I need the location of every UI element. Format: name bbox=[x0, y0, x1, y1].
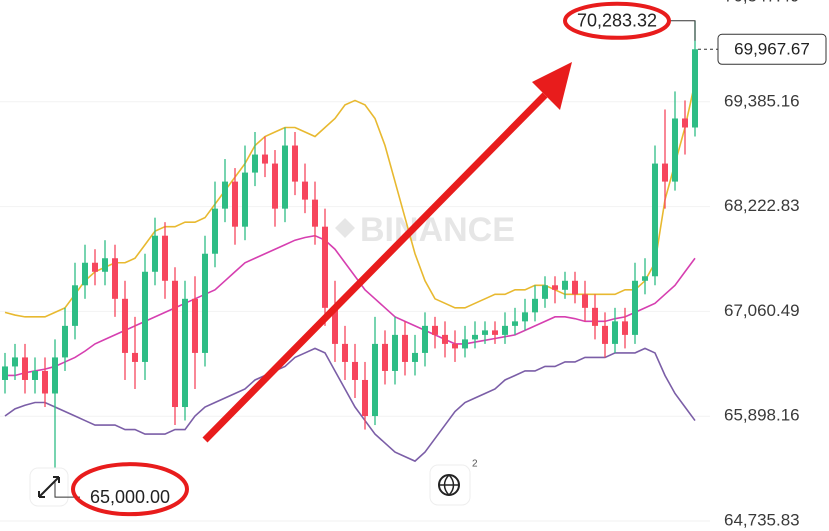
y-tick-label: 65,898.16 bbox=[724, 406, 800, 425]
last-price-label: 69,967.67 bbox=[734, 40, 810, 59]
candle-body bbox=[392, 334, 398, 371]
candle-body bbox=[562, 280, 568, 290]
candle-body bbox=[2, 366, 8, 380]
arrow-shaft bbox=[202, 92, 548, 443]
y-tick-label: 67,060.49 bbox=[724, 301, 800, 320]
low-label: 65,000.00 bbox=[90, 487, 170, 507]
candle-body bbox=[52, 357, 58, 394]
candle-body bbox=[72, 285, 78, 326]
candle-body bbox=[32, 370, 38, 380]
candle-body bbox=[222, 181, 228, 209]
candle-body bbox=[182, 298, 188, 408]
candle-body bbox=[122, 298, 128, 353]
candle-body bbox=[692, 49, 698, 128]
candle-body bbox=[522, 312, 528, 322]
candle-body bbox=[362, 379, 368, 417]
candle-body bbox=[132, 352, 138, 362]
candle-body bbox=[382, 343, 388, 371]
plot: 64,735.83 65,898.16 67,060.49 68,222.83 69,3… bbox=[0, 0, 800, 529]
candle-body bbox=[662, 163, 668, 182]
candle-body bbox=[172, 280, 178, 408]
band-line bbox=[4, 347, 696, 463]
badge: 2 bbox=[472, 459, 478, 470]
candle-body bbox=[542, 285, 548, 299]
candle-body bbox=[42, 370, 48, 394]
candle-body bbox=[12, 357, 18, 367]
candle-body bbox=[502, 325, 508, 335]
high-label: 70,283.32 bbox=[577, 11, 657, 31]
candle-body bbox=[582, 294, 588, 308]
candle-body bbox=[322, 226, 328, 308]
candle-body bbox=[232, 181, 238, 227]
candle-body bbox=[202, 253, 208, 353]
y-tick-label: 68,222.83 bbox=[724, 196, 800, 215]
candle-body bbox=[622, 321, 628, 335]
watermark: BINANCE bbox=[335, 211, 515, 249]
overlay: 2 69,967.67 70,283.32 65,000.00 bbox=[29, 1, 827, 517]
candle-body bbox=[632, 280, 638, 335]
candle-body bbox=[152, 235, 158, 272]
candle-body bbox=[142, 271, 148, 362]
candle-body bbox=[112, 258, 118, 299]
candle-body bbox=[452, 343, 458, 349]
candle-body bbox=[482, 330, 488, 335]
last-price-box bbox=[717, 33, 827, 65]
low-leader bbox=[54, 482, 80, 498]
band-line bbox=[4, 82, 696, 318]
candle-body bbox=[62, 325, 68, 358]
candle-body bbox=[672, 118, 678, 182]
candle-body bbox=[282, 145, 288, 209]
candle-body bbox=[552, 285, 558, 290]
candle-body bbox=[252, 154, 258, 173]
candle-body bbox=[242, 172, 248, 227]
candle-body bbox=[312, 199, 318, 227]
candle-body bbox=[652, 163, 658, 277]
candle-body bbox=[192, 298, 198, 353]
candle-body bbox=[102, 258, 108, 272]
candle-body bbox=[602, 325, 608, 344]
low-circle bbox=[71, 462, 189, 517]
candle-body bbox=[332, 307, 338, 344]
candle-body bbox=[572, 280, 578, 295]
candle-body bbox=[612, 321, 618, 344]
candle-body bbox=[512, 321, 518, 326]
band-line bbox=[5, 234, 696, 377]
high-circle bbox=[563, 1, 671, 40]
candle-body bbox=[442, 334, 448, 344]
candle-body bbox=[422, 325, 428, 353]
candle-body bbox=[402, 334, 408, 362]
candle-body bbox=[272, 163, 278, 209]
candle-body bbox=[462, 339, 468, 349]
arrow-head bbox=[532, 62, 572, 110]
candle-body bbox=[492, 330, 498, 335]
expand-icon bbox=[38, 476, 60, 498]
y-tick-label: 69,385.16 bbox=[724, 91, 800, 110]
candle-body bbox=[302, 181, 308, 200]
candle-body bbox=[22, 357, 28, 380]
candle-body bbox=[352, 361, 358, 380]
candle-body bbox=[432, 325, 438, 335]
candle-body bbox=[162, 235, 168, 281]
candle-body bbox=[82, 262, 88, 286]
candle-body bbox=[212, 208, 218, 254]
y-tick-label: 64,735.83 bbox=[724, 510, 800, 529]
globe-lines bbox=[439, 474, 459, 497]
candle-body bbox=[342, 343, 348, 362]
watermark-logo bbox=[335, 218, 355, 238]
watermark-text: BINANCE bbox=[360, 211, 515, 249]
candle-body bbox=[262, 154, 268, 164]
candle-body bbox=[642, 276, 648, 281]
y-tick-label: 70,547.49 bbox=[724, 0, 800, 5]
candle-body bbox=[532, 298, 538, 313]
candle-body bbox=[92, 262, 98, 272]
high-leader bbox=[668, 20, 696, 41]
candle-body bbox=[372, 343, 378, 417]
candle-body bbox=[472, 334, 478, 340]
candle-body bbox=[592, 307, 598, 326]
candle-body bbox=[412, 352, 418, 362]
candle-body bbox=[682, 118, 688, 128]
candle-body bbox=[292, 145, 298, 182]
